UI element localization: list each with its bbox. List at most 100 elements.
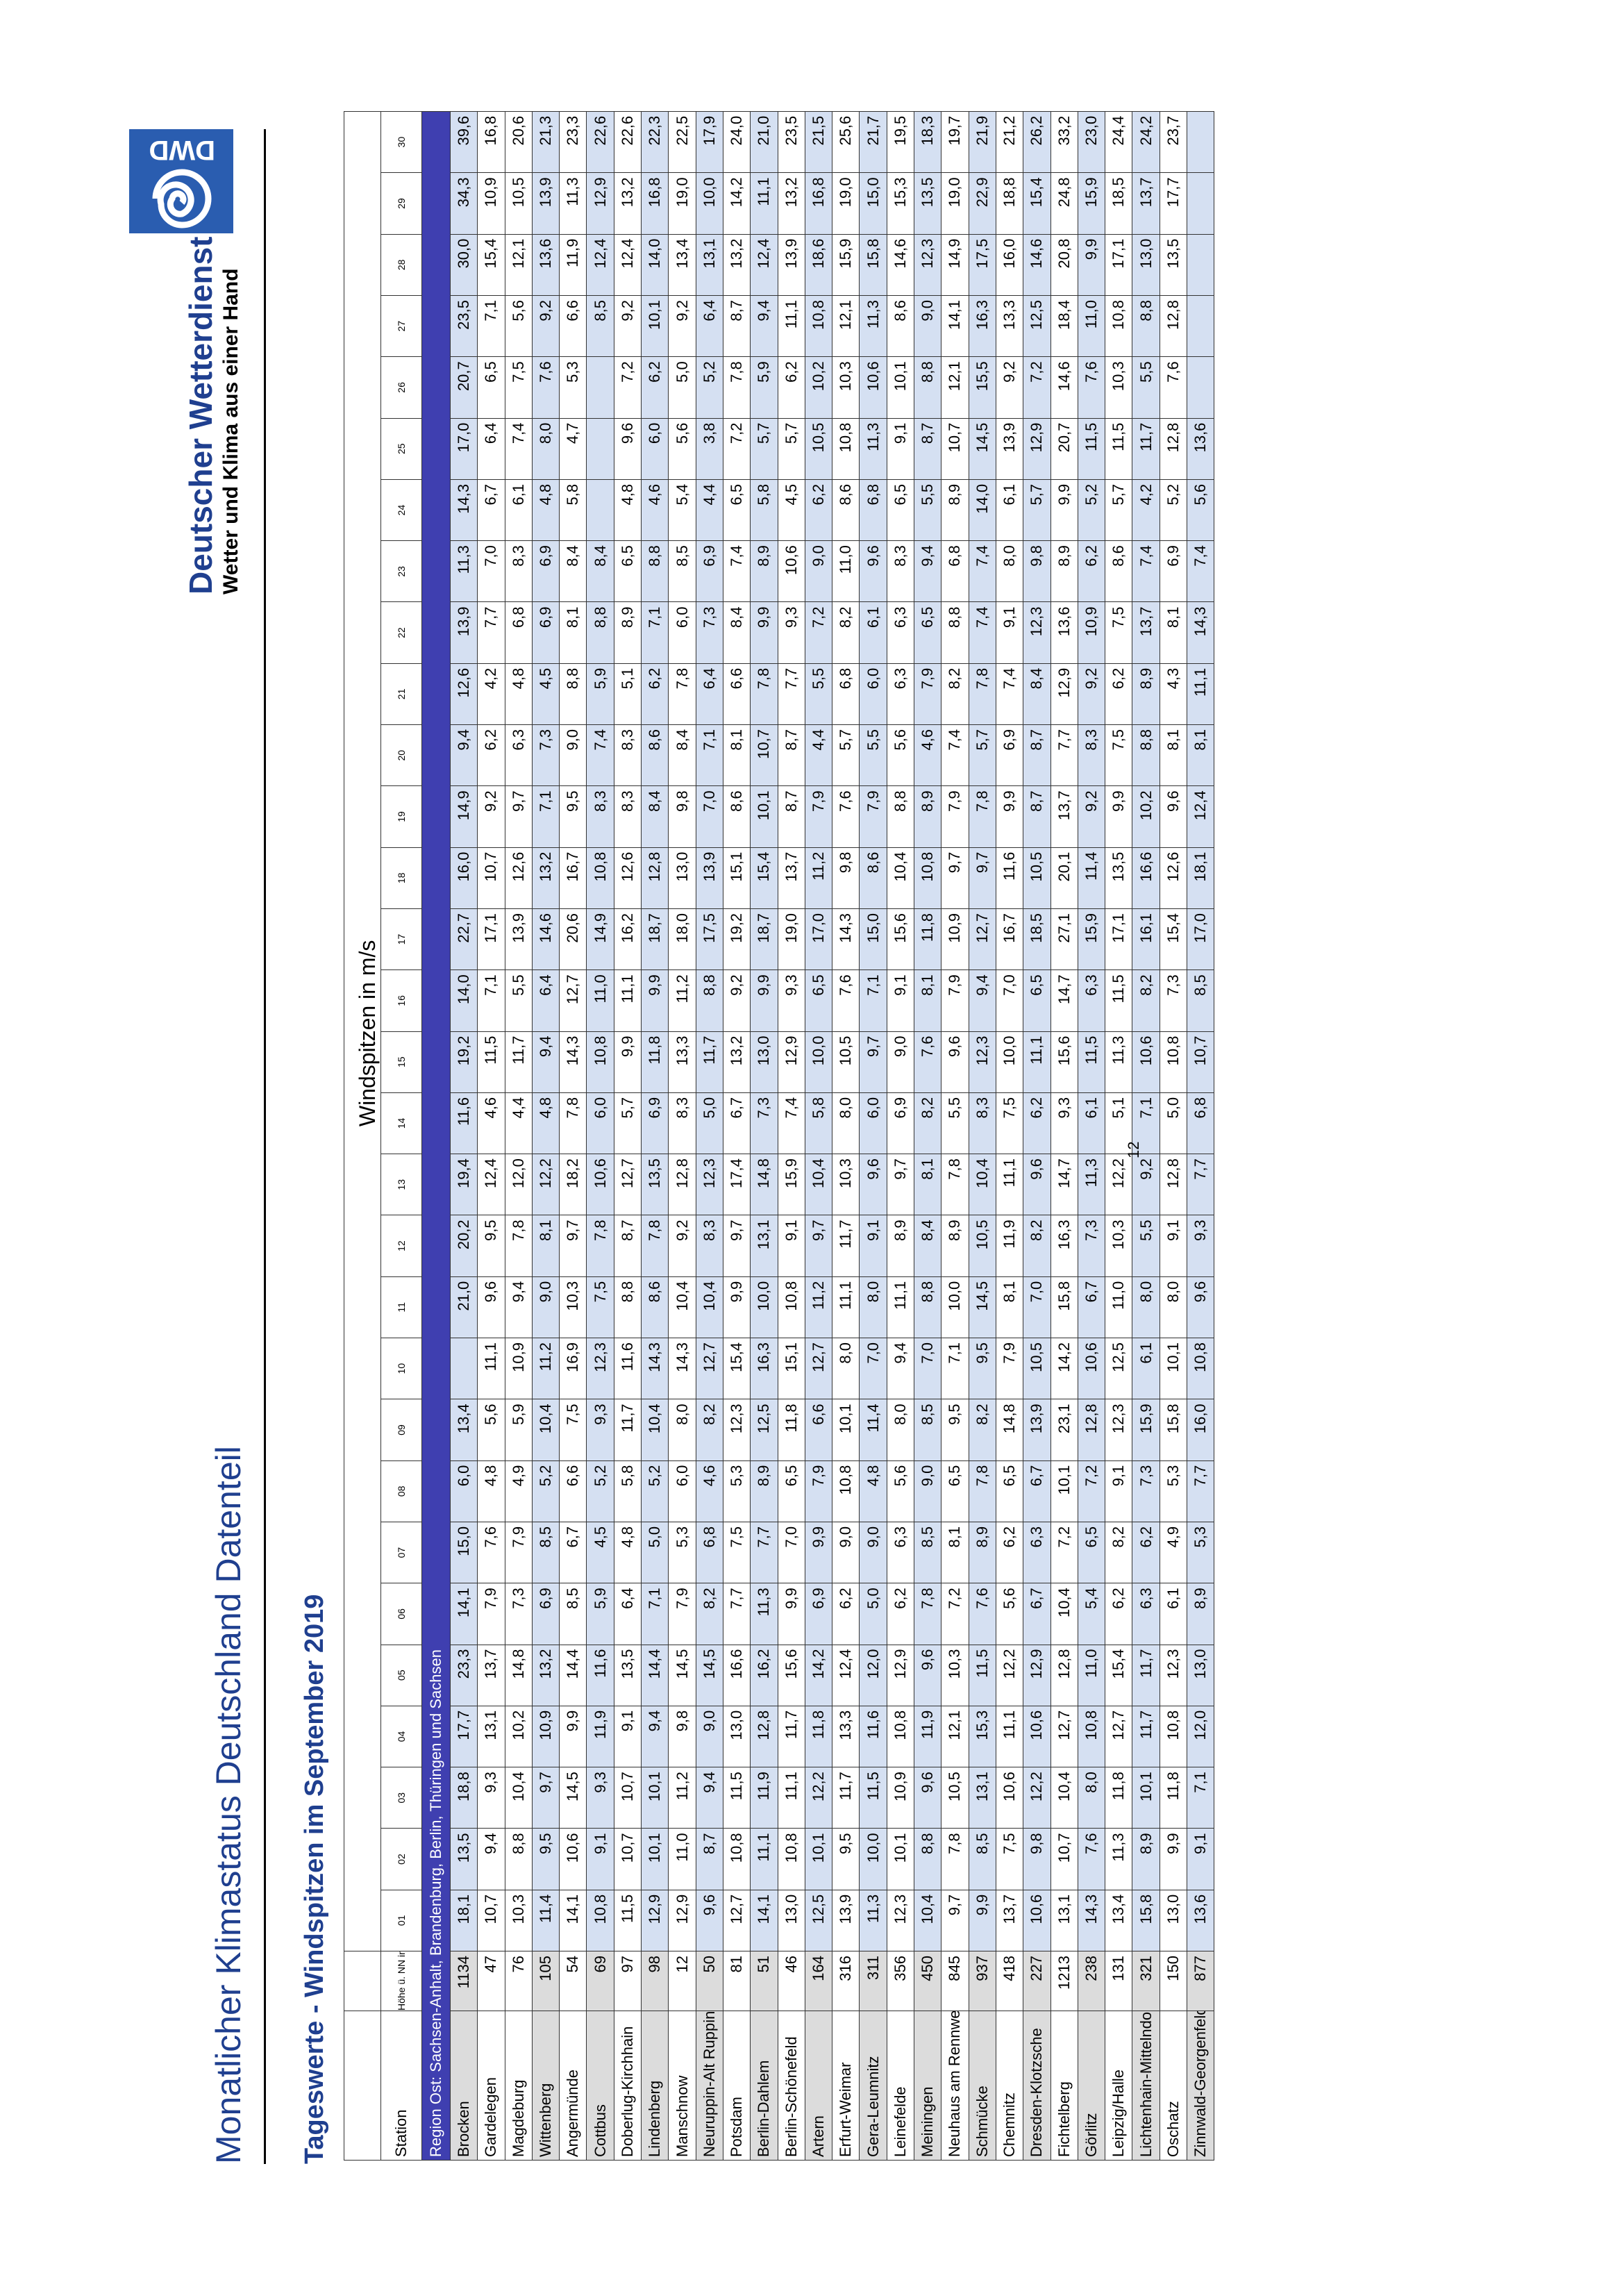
day-header: 07 bbox=[380, 1522, 422, 1583]
wind-value: 8,6 bbox=[1105, 540, 1132, 602]
wind-value: 13,2 bbox=[614, 172, 642, 235]
wind-value: 22,6 bbox=[614, 111, 642, 173]
wind-value: 5,2 bbox=[641, 1460, 669, 1522]
wind-value: 7,2 bbox=[1023, 356, 1051, 419]
wind-value: 6,6 bbox=[559, 1460, 587, 1522]
wind-value: 10,8 bbox=[723, 1828, 751, 1890]
wind-value: 11,5 bbox=[859, 1767, 887, 1829]
wind-value: 9,7 bbox=[559, 1215, 587, 1277]
wind-value: 6,1 bbox=[1160, 1583, 1187, 1645]
wind-value: 12,8 bbox=[1160, 1154, 1187, 1215]
wind-value: 11,4 bbox=[532, 1890, 560, 1951]
wind-value: 10,8 bbox=[1160, 1706, 1187, 1767]
wind-value: 18,5 bbox=[1105, 172, 1132, 235]
table-row: Fichtelberg 1213 13,1 10,7 10,4 12,7 12,8 10,4 7… bbox=[1050, 111, 1078, 2161]
station-height: 98 bbox=[641, 1951, 669, 2011]
wind-value: 12,7 bbox=[723, 1890, 751, 1951]
station-name: Doberlug-Kirchhain bbox=[614, 2011, 642, 2161]
wind-value: 7,3 bbox=[750, 1092, 778, 1154]
wind-value: 6,5 bbox=[723, 479, 751, 541]
wind-value: 14,9 bbox=[450, 785, 478, 848]
wind-value: 12,7 bbox=[1105, 1706, 1132, 1767]
wind-value: 6,1 bbox=[1132, 1338, 1160, 1399]
wind-value: 14,0 bbox=[969, 479, 996, 541]
wind-value: 12,1 bbox=[941, 1706, 969, 1767]
wind-value: 5,8 bbox=[559, 479, 587, 541]
wind-value: 8,8 bbox=[505, 1828, 533, 1890]
wind-value: 7,0 bbox=[696, 785, 723, 848]
wind-value: 13,3 bbox=[832, 1706, 860, 1767]
wind-value: 8,8 bbox=[914, 1276, 941, 1338]
wind-value: 9,2 bbox=[1078, 785, 1105, 848]
wind-value: 10,8 bbox=[778, 1828, 805, 1890]
station-height: 164 bbox=[805, 1951, 832, 2011]
station-height: 311 bbox=[859, 1951, 887, 2011]
wind-value: 6,0 bbox=[668, 601, 696, 664]
station-name: Artern bbox=[805, 2011, 832, 2161]
wind-value: 10,0 bbox=[750, 1276, 778, 1338]
wind-value: 12,7 bbox=[614, 1154, 642, 1215]
wind-value: 8,0 bbox=[996, 540, 1023, 602]
wind-value: 8,6 bbox=[723, 785, 751, 848]
day-header: 26 bbox=[380, 356, 422, 419]
table-row: Manschnow 12 12,9 11,0 11,2 9,8 14,5 7,9 5,3 6,0 8… bbox=[668, 111, 696, 2161]
wind-value: 7,6 bbox=[532, 356, 560, 419]
station-name: Chemnitz bbox=[996, 2011, 1023, 2161]
wind-value: 11,7 bbox=[505, 1031, 533, 1093]
wind-value: 9,8 bbox=[668, 785, 696, 848]
wind-value: 11,3 bbox=[859, 418, 887, 480]
wind-value: 9,6 bbox=[914, 1645, 941, 1706]
wind-value: 11,4 bbox=[1078, 847, 1105, 909]
wind-value: 9,7 bbox=[941, 847, 969, 909]
wind-value: 7,7 bbox=[750, 1522, 778, 1583]
wind-value: 12,9 bbox=[668, 1890, 696, 1951]
wind-value: 11,7 bbox=[1132, 418, 1160, 480]
wind-value: 7,4 bbox=[778, 1092, 805, 1154]
wind-value: 10,4 bbox=[668, 1276, 696, 1338]
wind-value: 21,7 bbox=[859, 111, 887, 173]
station-name: Oschatz bbox=[1160, 2011, 1187, 2161]
wind-value: 7,3 bbox=[505, 1583, 533, 1645]
wind-value: 7,8 bbox=[969, 663, 996, 725]
wind-value: 6,2 bbox=[1132, 1522, 1160, 1583]
wind-value: 8,9 bbox=[1132, 1828, 1160, 1890]
wind-value: 7,1 bbox=[1187, 1767, 1214, 1829]
wind-value: 19,2 bbox=[723, 908, 751, 970]
wind-value: 6,9 bbox=[532, 1583, 560, 1645]
wind-value: 11,6 bbox=[859, 1706, 887, 1767]
wind-value: 23,1 bbox=[1050, 1399, 1078, 1461]
wind-value: 12,8 bbox=[1050, 1645, 1078, 1706]
wind-value: 14,2 bbox=[723, 172, 751, 235]
wind-value: 19,5 bbox=[887, 111, 914, 173]
wind-value: 14,8 bbox=[750, 1154, 778, 1215]
wind-value bbox=[1187, 356, 1214, 419]
wind-value: 14,3 bbox=[1187, 601, 1214, 664]
wind-value: 4,7 bbox=[559, 418, 587, 480]
day-header: 25 bbox=[380, 418, 422, 480]
wind-value: 6,5 bbox=[996, 1460, 1023, 1522]
swirl-icon bbox=[152, 169, 212, 228]
wind-value: 10,1 bbox=[887, 1828, 914, 1890]
wind-value: 9,6 bbox=[859, 1154, 887, 1215]
wind-value: 15,4 bbox=[1023, 172, 1051, 235]
wind-value: 7,5 bbox=[1105, 724, 1132, 786]
wind-value: 5,2 bbox=[1160, 479, 1187, 541]
wind-value: 6,7 bbox=[477, 479, 505, 541]
wind-value: 8,3 bbox=[505, 540, 533, 602]
wind-value: 15,4 bbox=[477, 234, 505, 296]
wind-value: 19,0 bbox=[668, 172, 696, 235]
wind-value: 11,9 bbox=[996, 1215, 1023, 1277]
wind-value: 13,4 bbox=[450, 1399, 478, 1461]
wind-value: 10,1 bbox=[1160, 1338, 1187, 1399]
wind-value: 10,2 bbox=[1132, 785, 1160, 848]
wind-value: 10,3 bbox=[832, 356, 860, 419]
wind-value: 10,0 bbox=[859, 1828, 887, 1890]
wind-value: 6,2 bbox=[1105, 663, 1132, 725]
wind-value: 8,2 bbox=[696, 1399, 723, 1461]
wind-value: 6,2 bbox=[641, 356, 669, 419]
table-row: Wittenberg 105 11,4 9,5 9,7 10,9 13,2 6,9 8,5 5,2… bbox=[532, 111, 560, 2161]
wind-value: 11,1 bbox=[614, 969, 642, 1032]
table-row: Dresden-Klotzsche 227 10,6 9,8 12,2 10,6 12,9 6… bbox=[1023, 111, 1051, 2161]
wind-value: 7,0 bbox=[859, 1338, 887, 1399]
wind-value: 14,3 bbox=[559, 1031, 587, 1093]
